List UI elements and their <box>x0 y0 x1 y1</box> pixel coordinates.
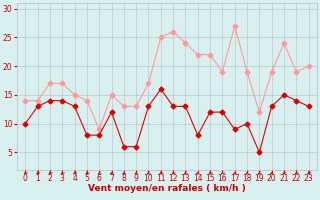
X-axis label: Vent moyen/en rafales ( km/h ): Vent moyen/en rafales ( km/h ) <box>88 184 246 193</box>
